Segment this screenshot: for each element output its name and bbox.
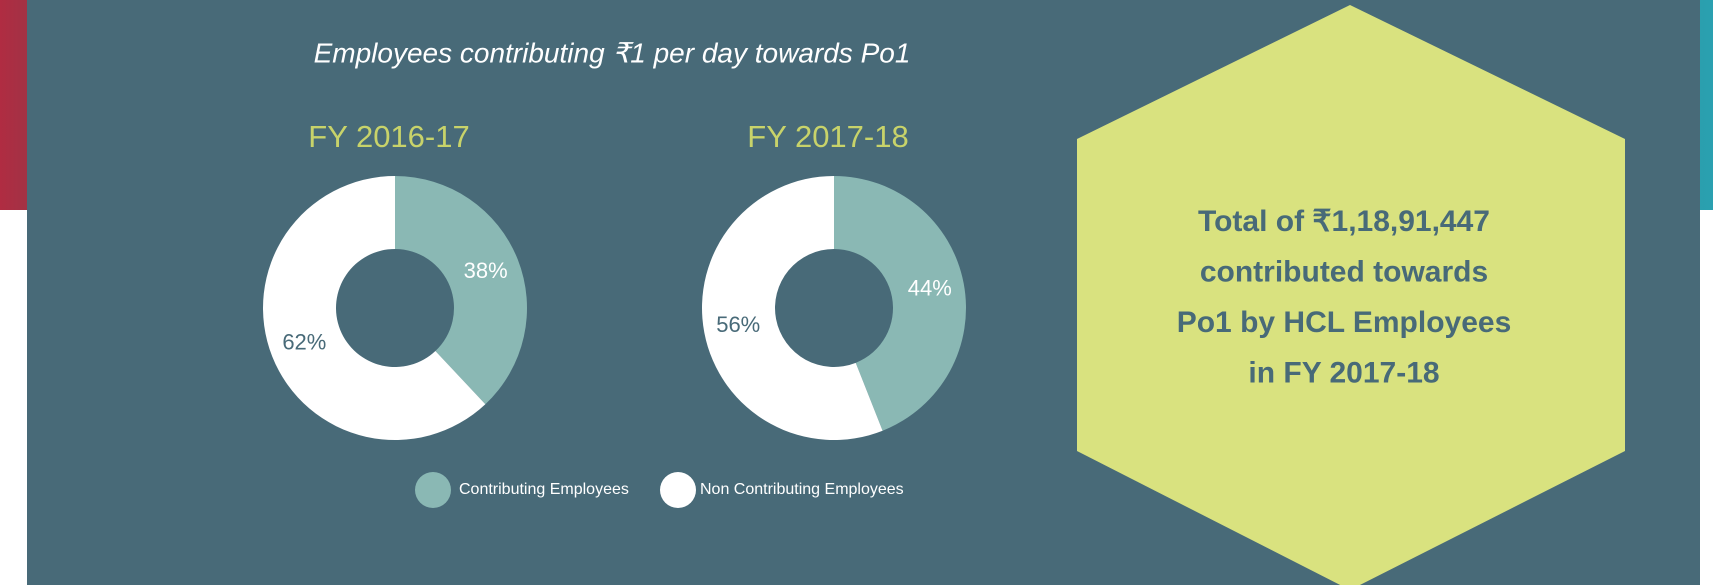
chart-title: Employees contributing ₹1 per day toward… [314,37,911,68]
slice-label: 62% [282,330,326,355]
hexagon [1077,5,1625,585]
slice-label: 38% [464,258,508,283]
pie-slice [702,175,883,440]
pie-slice [834,176,967,431]
callout-text: in FY 2017-18 [1248,356,1439,389]
callout-text: contributed towards [1200,255,1488,288]
callout-text: Po1 by HCL Employees [1177,306,1512,339]
pie-title: FY 2017-18 [747,119,908,154]
legend-swatch [415,472,451,508]
legend-label: Contributing Employees [459,481,629,498]
legend-label: Non Contributing Employees [700,481,904,498]
callout-text: Total of ₹1,18,91,447 [1198,205,1490,238]
slice-label: 56% [716,312,760,337]
legend-swatch [660,472,696,508]
pie-title: FY 2016-17 [308,119,469,154]
slice-label: 44% [908,276,952,301]
pie-slice [262,176,486,440]
pie-slice [395,176,527,405]
